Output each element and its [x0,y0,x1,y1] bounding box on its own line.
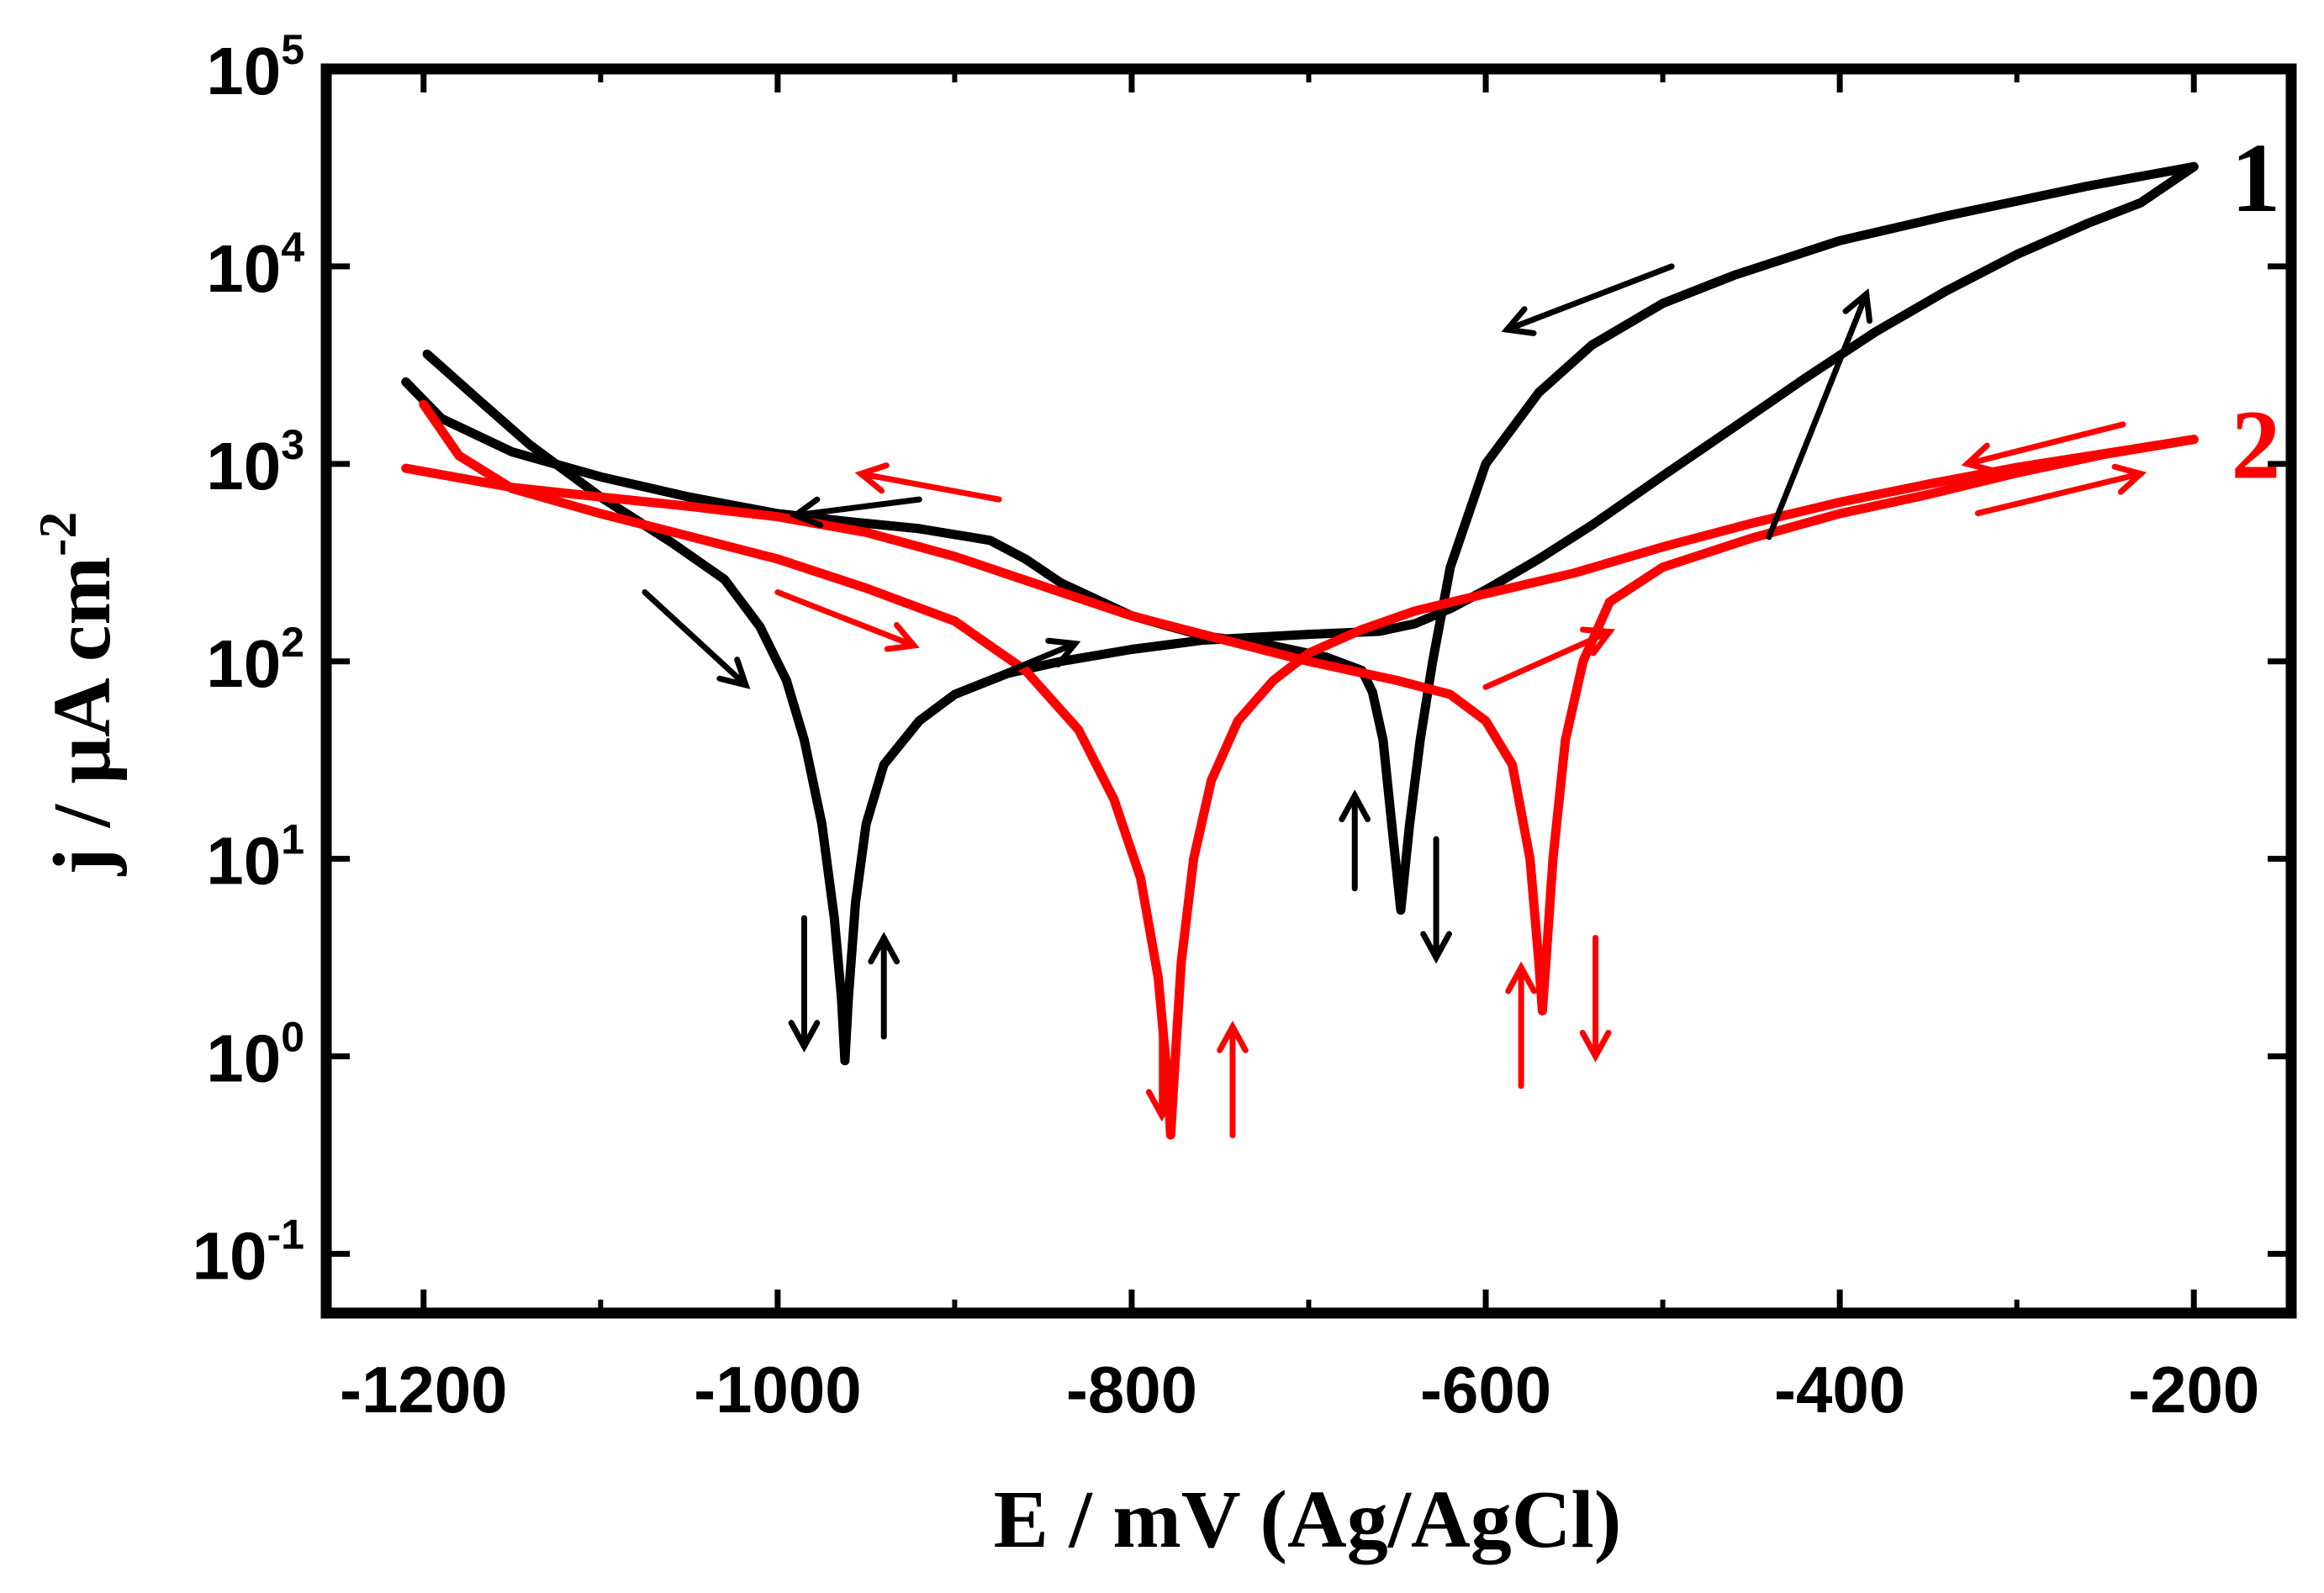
x-tick-label: -200 [2128,1353,2259,1427]
scan-direction-arrow [788,915,821,1053]
y-axis-label-exponent: -2 [28,512,87,556]
scan-direction-arrow [1501,263,1675,336]
x-tick-label: -1000 [694,1353,862,1427]
plot-layer: 12 [401,123,2280,1140]
scan-direction-arrow [1145,994,1178,1122]
scan-direction-arrow [642,589,751,689]
ticks-layer: -1200 -1000 -800 -600 -400 -200 105 104 103 102 10… [193,26,2291,1427]
series-label-1: 1 [2231,123,2280,233]
x-axis-label: E / mV (Ag/AgCl) [994,1474,1622,1565]
scan-direction-arrow [1217,1021,1249,1139]
scan-direction-arrow [1579,935,1612,1063]
x-tick-label: -600 [1420,1353,1551,1427]
y-tick-label: 104 [206,224,304,306]
scan-direction-arrow [1420,836,1452,964]
svg-text:j / μA cm-2: j / μA cm-2 [28,512,128,877]
scan-direction-arrow [1505,961,1537,1089]
y-tick-label: 105 [206,26,304,108]
scan-direction-arrow [1339,789,1371,892]
y-axis-label-group: j / μA cm-2 [28,512,128,877]
scan-direction-arrow [1961,421,2126,474]
y-tick-label: 102 [206,619,304,701]
scan-direction-arrow [996,637,1081,678]
y-axis-label: j / μA cm [37,556,128,876]
series-1-forward-scan [422,161,2199,1066]
y-tick-label: 100 [206,1014,304,1096]
y-tick-label: 101 [206,816,304,899]
scan-direction-arrow [1974,463,2147,517]
x-tick-label: -800 [1066,1353,1197,1427]
scan-direction-arrow [1482,626,1616,690]
x-tick-label: -400 [1774,1353,1905,1427]
series-2-reverse-scan [401,435,2199,1015]
scan-direction-arrow [868,931,901,1040]
series-2-forward-scan [419,399,2199,1140]
scan-direction-arrow [1766,288,1872,541]
series-label-2: 2 [2231,389,2280,499]
x-tick-label: -1200 [340,1353,508,1427]
y-tick-label: 10-1 [193,1211,304,1294]
scan-direction-arrow [774,589,920,652]
scan-direction-arrow [854,462,1002,503]
y-tick-label: 103 [206,421,304,504]
scan-direction-arrow [789,496,922,529]
